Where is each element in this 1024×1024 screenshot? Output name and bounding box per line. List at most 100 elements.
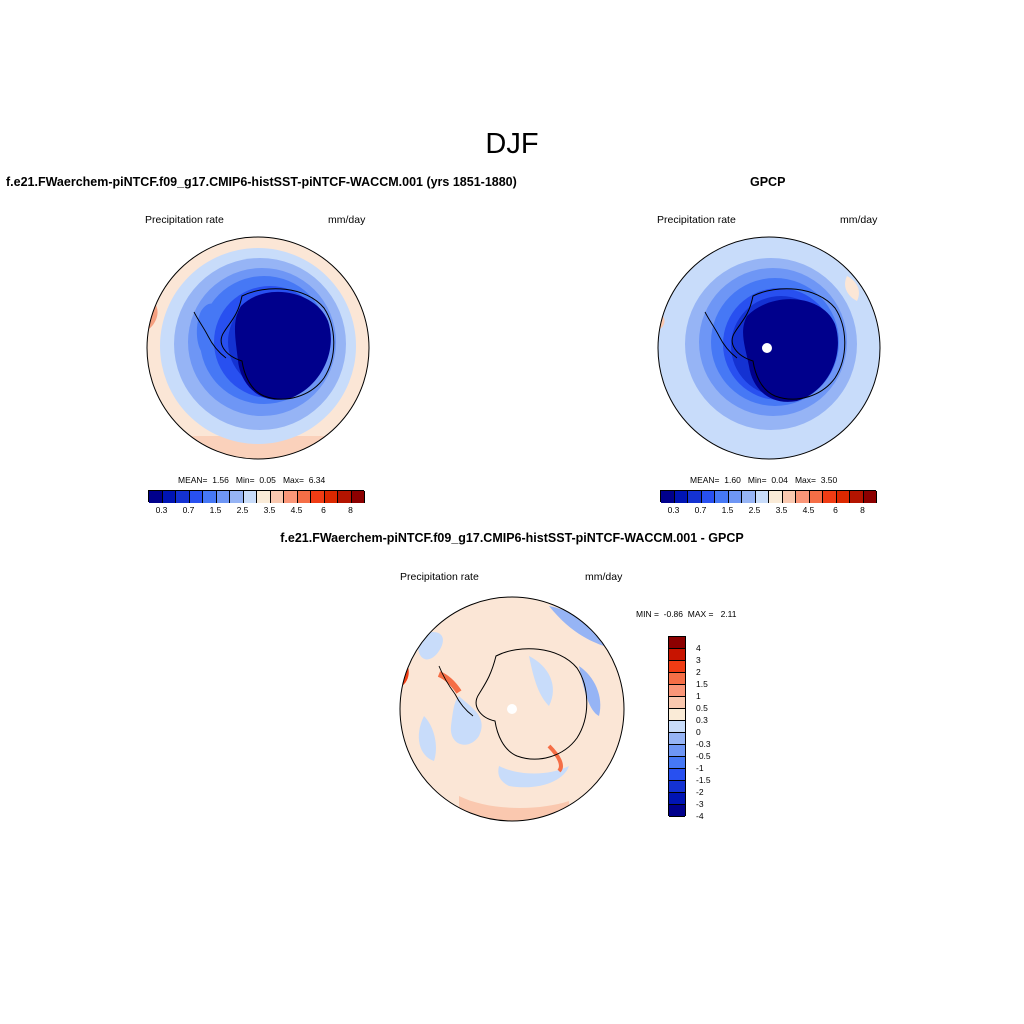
colorbar-cell [688,491,702,503]
colorbar-cell [669,721,685,733]
colorbar-cell [836,491,850,503]
colorbar-cell [742,491,756,503]
colorbar-cell [715,491,729,503]
colorbar-tick-label: 8 [860,505,865,515]
colorbar-tick-label: 3.5 [263,505,276,515]
max-label: Max= [794,475,816,485]
colorbar-tick-label: 0.3 [696,715,708,725]
colorbar-cell [701,491,715,503]
colorbar-tick-label: 1 [696,691,701,701]
colorbar-cell [230,491,244,503]
colorbar-cell [216,491,230,503]
panel-obs-variable-label: Precipitation rate [657,214,736,226]
colorbar-cell [796,491,810,503]
mean-label: MEAN= [690,475,720,485]
colorbar-cell [669,769,685,781]
model-colorbar: 0.3 0.7 1.5 2.5 3.5 4.5 6 8 [148,490,365,520]
colorbar-cell [162,491,176,503]
colorbar-cell [669,697,685,709]
colorbar-tick-label: -1.5 [696,775,711,785]
colorbar-tick-label: -1 [696,763,704,773]
colorbar-tick-label: 3.5 [775,505,788,515]
colorbar-tick-label: 3 [696,655,701,665]
min-label: Min= [747,475,767,485]
colorbar-tick-label: 0 [696,727,701,737]
colorbar-tick-label: -0.3 [696,739,711,749]
colorbar-cell [311,491,325,503]
panel-diff-units-label: mm/day [585,571,623,583]
model-precip-polar-map [146,236,370,460]
colorbar-cell [669,757,685,769]
colorbar-cells [148,490,365,503]
colorbar-cell [284,491,298,503]
mean-value: 1.56 [212,475,229,485]
min-value: -0.86 [663,609,684,619]
colorbar-cell [149,491,163,503]
colorbar-cell [669,673,685,685]
colorbar-tick-label: -0.5 [696,751,711,761]
panel-obs-stats: MEAN= 1.60 Min= 0.04 Max= 3.50 [690,475,837,485]
colorbar-cell [823,491,837,503]
panel-diff-title: f.e21.FWaerchem-piNTCF.f09_g17.CMIP6-his… [280,531,744,545]
colorbar-cell [338,491,352,503]
colorbar-cell [203,491,217,503]
min-value: 0.04 [771,475,788,485]
colorbar-tick-label: 0.7 [182,505,195,515]
page-title: DJF [485,128,539,160]
colorbar-cell [669,745,685,757]
colorbar-cell [189,491,203,503]
colorbar-cell [850,491,864,503]
colorbar-cell [728,491,742,503]
colorbar-cell [669,733,685,745]
colorbar-cell [669,661,685,673]
min-label: Min= [235,475,255,485]
colorbar-cell [176,491,190,503]
colorbar-cell [669,649,685,661]
colorbar-cell [324,491,338,503]
colorbar-cell [674,491,688,503]
colorbar-cell [661,491,675,503]
colorbar-cell [669,685,685,697]
max-label: Max= [282,475,304,485]
colorbar-tick-label: 0.3 [155,505,168,515]
colorbar-tick-label: -4 [696,811,704,821]
panel-model-title: f.e21.FWaerchem-piNTCF.f09_g17.CMIP6-his… [6,175,517,189]
mean-value: 1.60 [724,475,741,485]
colorbar-cell [243,491,257,503]
colorbar-tick-label: 6 [833,505,838,515]
panel-obs-title: GPCP [750,175,786,189]
colorbar-cell [755,491,769,503]
colorbar-cell [769,491,783,503]
colorbar-cell [863,491,877,503]
colorbar-cell [782,491,796,503]
colorbar-tick-label: -3 [696,799,704,809]
obs-colorbar: 0.3 0.7 1.5 2.5 3.5 4.5 6 8 [660,490,877,520]
colorbar-tick-label: 1.5 [209,505,222,515]
panel-diff-stats: MIN = -0.86 MAX = 2.11 [636,609,737,619]
colorbar-cell [809,491,823,503]
max-value: 6.34 [308,475,326,485]
panel-model-units-label: mm/day [328,214,366,226]
min-label: MIN = [636,609,659,619]
colorbar-tick-label: -2 [696,787,704,797]
colorbar-tick-label: 1.5 [721,505,734,515]
max-value: 3.50 [820,475,838,485]
colorbar-cell [669,637,685,649]
colorbar-cell [257,491,271,503]
colorbar-tick-label: 4.5 [290,505,303,515]
colorbar-cell [669,781,685,793]
colorbar-tick-label: 4 [696,643,701,653]
colorbar-tick-label: 2 [696,667,701,677]
min-value: 0.05 [259,475,276,485]
colorbar-cell [351,491,365,503]
mean-label: MEAN= [178,475,208,485]
gpcp-precip-polar-map [657,236,881,460]
colorbar-cell [669,709,685,721]
colorbar-cell [297,491,311,503]
colorbar-tick-label: 0.5 [696,703,708,713]
colorbar-tick-label: 6 [321,505,326,515]
max-label: MAX = [687,609,714,619]
max-value: 2.11 [720,609,737,619]
colorbar-cell [270,491,284,503]
colorbar-tick-label: 0.7 [694,505,707,515]
